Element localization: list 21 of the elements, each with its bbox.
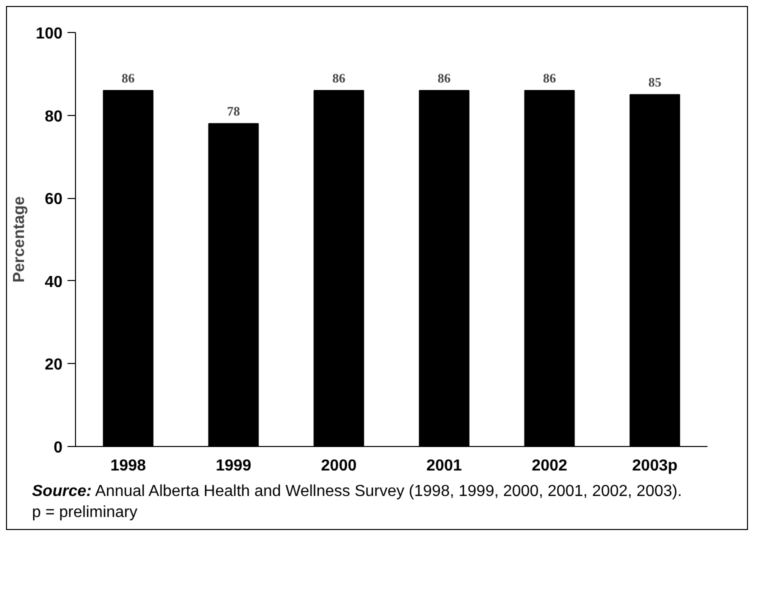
x-tick-label: 2001	[426, 458, 462, 474]
y-tick-label: 20	[44, 356, 63, 374]
source-note: Source: Annual Alberta Health and Wellness Survey (1998, 1999, 2000, 2001, 2002, 2003).	[32, 482, 682, 502]
x-tick-label: 2002	[532, 458, 568, 474]
x-tick-label: 1999	[216, 458, 252, 474]
y-tick-label: 80	[44, 108, 63, 126]
data-label: 86	[543, 70, 556, 86]
data-label: 86	[332, 70, 346, 86]
x-tick-label: 1998	[110, 458, 146, 474]
data-label: 78	[227, 104, 240, 119]
x-tick-label: 2003p	[632, 458, 678, 474]
y-tick-label: 40	[44, 274, 63, 291]
y-tick-label: 0	[54, 440, 63, 456]
y-tick-label: 100	[36, 26, 63, 42]
y-tick-label: 60	[44, 191, 63, 208]
data-label: 85	[648, 74, 662, 90]
data-label: 86	[122, 70, 136, 86]
y-axis-title: Percentage	[10, 196, 28, 283]
text: p = preliminary	[32, 502, 138, 523]
x-tick-label: 2000	[321, 458, 357, 474]
data-label: 86	[438, 70, 452, 86]
